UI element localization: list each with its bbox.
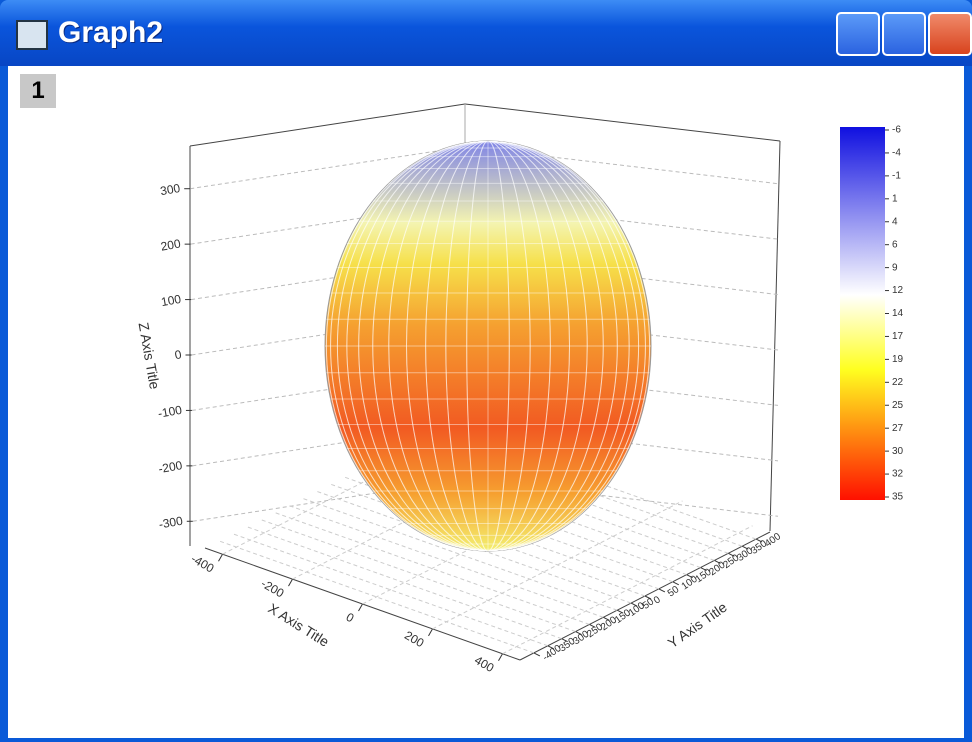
colorbar-label: 9 (892, 262, 898, 273)
y-tick (714, 559, 721, 564)
colorbar-label: 30 (892, 446, 904, 457)
y-tick (672, 581, 680, 586)
z-tick-label: -300 (158, 514, 184, 532)
y-tick (658, 588, 666, 593)
colorbar-label: 4 (892, 216, 898, 227)
mesh-line (325, 141, 651, 551)
close-button[interactable] (928, 12, 972, 56)
z-tick-label: -200 (157, 458, 183, 476)
mesh-line (388, 141, 588, 551)
surface-mesh (325, 141, 651, 551)
y-tick (755, 538, 763, 543)
colorbar-label: 27 (892, 423, 904, 434)
y-tick (561, 638, 568, 643)
mesh-line (445, 141, 531, 551)
colorbar-label: -6 (892, 125, 901, 136)
mesh-line (466, 141, 510, 551)
mesh-line (346, 141, 630, 551)
minimize-button[interactable] (836, 12, 880, 56)
z-tick-label: 300 (159, 181, 181, 198)
x-tick-label: -200 (259, 576, 287, 600)
colorbar-label: 22 (892, 377, 904, 388)
y-tick (589, 623, 596, 628)
mesh-line (466, 141, 510, 551)
mesh-line (336, 141, 640, 551)
colorbar-label: -1 (892, 171, 901, 182)
x-tick (218, 553, 223, 562)
mesh-line (425, 141, 551, 551)
x-tick-label: 200 (402, 628, 427, 650)
grid-line (502, 525, 753, 655)
z-tick-label: 200 (160, 236, 182, 253)
y-tick (575, 631, 582, 636)
layer-label[interactable]: 1 (20, 74, 56, 108)
title-bar: Graph2 (0, 0, 972, 66)
grid-line (190, 201, 779, 245)
y-tick-label: 50 (666, 584, 682, 600)
colorbar-label: 32 (892, 469, 904, 480)
colorbar-label: 1 (892, 193, 898, 204)
colorbar-label: 17 (892, 331, 904, 342)
colorbar (840, 127, 885, 500)
mesh-line (406, 141, 570, 551)
x-tick-label: 400 (472, 653, 497, 675)
y-tick (686, 574, 693, 579)
y-tick (700, 567, 707, 572)
graph-page: 1 (8, 66, 964, 738)
x-tick-label: 0 (344, 610, 357, 626)
x-tick (428, 628, 433, 637)
colorbar-label: 12 (892, 285, 904, 296)
colorbar-label: 19 (892, 354, 904, 365)
sphere-surface (324, 140, 652, 552)
y-tick (533, 652, 541, 657)
colorbar-label: 14 (892, 308, 904, 319)
mesh-line (406, 141, 570, 551)
z-tick-label: -100 (157, 403, 183, 421)
mesh-line (336, 141, 640, 551)
app-icon (16, 20, 48, 50)
colorbar-label: -4 (892, 148, 901, 159)
colorbar-label: 25 (892, 400, 904, 411)
mesh-line (330, 141, 646, 551)
colorbar-label: 35 (892, 492, 904, 503)
x-tick (288, 578, 293, 587)
mesh-line (346, 141, 630, 551)
z-tick-label: 0 (174, 347, 183, 362)
grid-line (190, 257, 779, 301)
mesh-line (325, 141, 651, 551)
mesh-line (425, 141, 551, 551)
maximize-button[interactable] (882, 12, 926, 56)
x-tick-label: -400 (189, 551, 217, 575)
grid-line (190, 146, 779, 190)
window-title: Graph2 (58, 16, 164, 49)
colorbar-label: 6 (892, 239, 898, 250)
x-axis-title: X Axis Title (265, 600, 332, 650)
y-tick (547, 645, 555, 650)
y-axis-title: Y Axis Title (665, 599, 730, 651)
mesh-line (388, 141, 588, 551)
y-tick (616, 609, 624, 614)
y-tick (741, 545, 749, 550)
mesh-line (358, 141, 618, 551)
x-tick (358, 603, 363, 612)
y-tick-label: 0 (652, 594, 663, 606)
y-tick (644, 595, 652, 600)
mesh-line (445, 141, 531, 551)
y-tick (603, 616, 610, 621)
mesh-line (372, 141, 604, 551)
x-tick (498, 653, 503, 662)
mesh-line (330, 141, 646, 551)
z-axis-title: Z Axis Title (136, 321, 164, 391)
mesh-line (372, 141, 604, 551)
mesh-line (358, 141, 618, 551)
z-tick-label: 100 (160, 292, 182, 309)
y-tick (728, 552, 735, 557)
y-tick (630, 602, 638, 607)
